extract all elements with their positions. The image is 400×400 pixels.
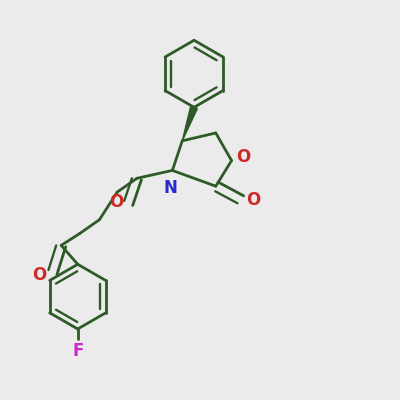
- Text: O: O: [246, 191, 260, 209]
- Text: F: F: [72, 342, 84, 360]
- Text: O: O: [32, 266, 46, 284]
- Text: N: N: [164, 179, 177, 197]
- Text: O: O: [236, 148, 250, 166]
- Text: O: O: [109, 193, 123, 211]
- Polygon shape: [182, 106, 198, 141]
